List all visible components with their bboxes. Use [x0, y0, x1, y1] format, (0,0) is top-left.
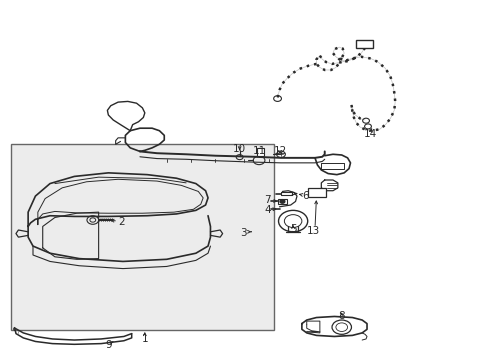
Text: 14: 14: [364, 129, 377, 139]
Text: 12: 12: [273, 147, 286, 157]
Text: 8: 8: [338, 311, 345, 321]
Text: 9: 9: [105, 340, 111, 350]
Bar: [356, 40, 372, 48]
Text: 13: 13: [306, 226, 320, 236]
Circle shape: [280, 200, 285, 203]
Text: 2: 2: [119, 217, 125, 227]
Bar: [307, 188, 325, 197]
Text: 3: 3: [240, 228, 246, 238]
FancyBboxPatch shape: [277, 199, 287, 203]
Text: 11: 11: [252, 147, 265, 157]
Text: 1: 1: [141, 334, 148, 344]
Text: 7: 7: [264, 195, 271, 205]
Text: 4: 4: [264, 205, 271, 215]
Text: 6: 6: [302, 191, 308, 201]
Bar: [11, 144, 273, 330]
Bar: [256, 148, 264, 156]
Text: 5: 5: [289, 224, 296, 234]
Text: 10: 10: [233, 144, 245, 154]
